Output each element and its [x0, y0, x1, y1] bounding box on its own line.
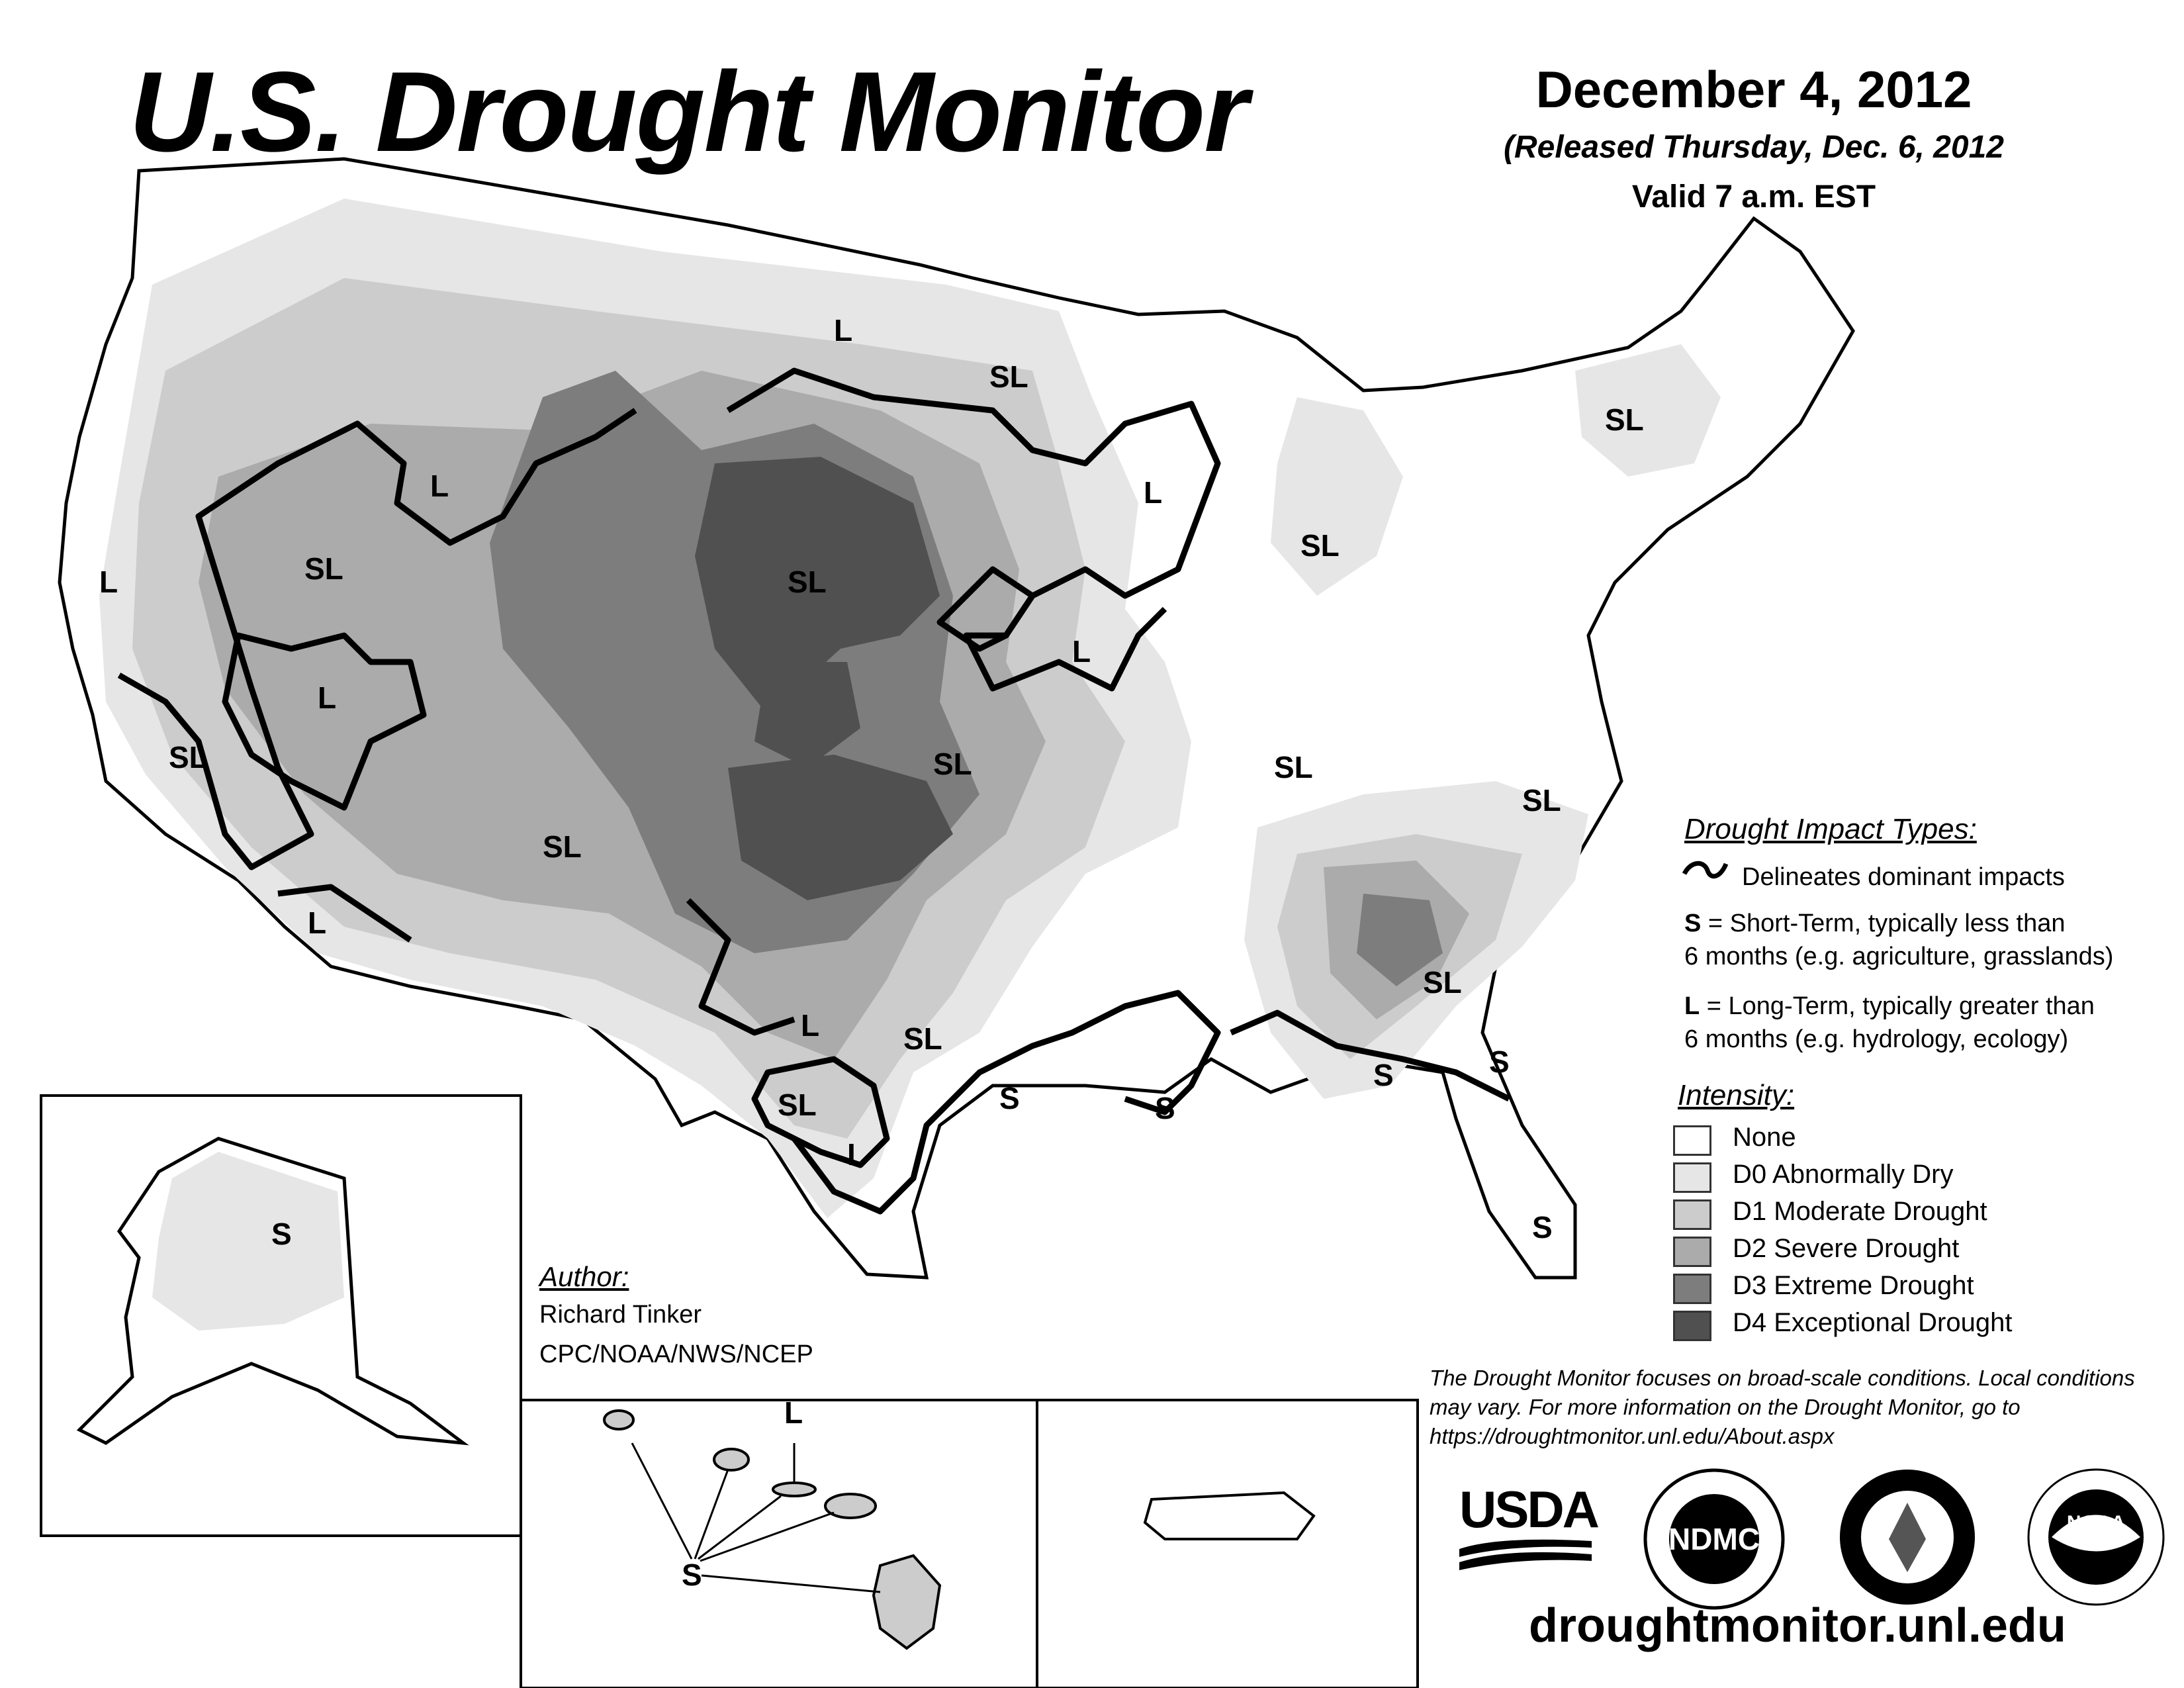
- label-sl-california: SL: [169, 740, 208, 774]
- author-name: Richard Tinker: [539, 1301, 702, 1329]
- doc-seal-icon: [1840, 1470, 1975, 1605]
- label-sl-nebraska: SL: [788, 565, 827, 599]
- intensity-heading: Intensity:: [1678, 1079, 1795, 1111]
- impact-short-term: S = Short-Term, typically less than: [1684, 910, 2066, 937]
- impact-lines: [117, 367, 1511, 1215]
- svg-text:NOAA: NOAA: [2067, 1512, 2125, 1534]
- intensity-label: D4 Exceptional Drought: [1733, 1308, 2013, 1337]
- label-sl-virginia: SL: [1522, 783, 1561, 818]
- label-sl-texas-central: SL: [903, 1021, 942, 1056]
- intensity-swatch: [1673, 1311, 1711, 1341]
- label-s-florida-north: S: [1489, 1045, 1510, 1079]
- intensity-label: D0 Abnormally Dry: [1733, 1160, 1954, 1189]
- label-sl-kansas: SL: [933, 747, 972, 781]
- label-sl-minnesota: SL: [989, 359, 1028, 394]
- map-labels: SL L L L SL L SL SL L SL L L SL SL SL SL…: [99, 313, 1644, 1244]
- intensity-swatch: [1673, 1237, 1711, 1267]
- label-sl-michigan: SL: [1300, 528, 1340, 563]
- valid-time: Valid 7 a.m. EST: [1631, 179, 1876, 214]
- impact-delineates: Delineates dominant impacts: [1742, 863, 2065, 891]
- intensity-label: D2 Severe Drought: [1733, 1234, 1960, 1263]
- usda-logo: USDA: [1459, 1480, 1600, 1538]
- label-l-texas: L: [801, 1008, 819, 1043]
- label-l-wisconsin: L: [1144, 475, 1162, 510]
- label-s-alaska: S: [271, 1217, 292, 1251]
- label-sl-kentucky: SL: [1274, 750, 1313, 784]
- label-s-gulf: S: [1373, 1058, 1394, 1092]
- intensity-label: None: [1733, 1123, 1796, 1152]
- label-s-florida-south: S: [1532, 1210, 1553, 1244]
- label-sl-new-mexico: SL: [543, 829, 582, 864]
- label-l-hawaii: L: [784, 1395, 803, 1430]
- impact-short-term-desc: 6 months (e.g. agriculture, grasslands): [1684, 943, 2114, 970]
- intensity-swatch: [1673, 1199, 1711, 1230]
- website-link[interactable]: droughtmonitor.unl.edu: [1529, 1599, 2066, 1652]
- label-sl-texas-west: SL: [778, 1088, 817, 1122]
- intensity-swatch: [1673, 1125, 1711, 1156]
- label-s-texas-east: S: [999, 1081, 1020, 1115]
- intensity-swatch: [1673, 1274, 1711, 1304]
- intensity-label: D1 Moderate Drought: [1733, 1197, 1987, 1226]
- label-l-nevada: L: [318, 680, 336, 715]
- page-title: U.S. Drought Monitor: [129, 48, 1248, 175]
- label-l-socal: L: [308, 906, 326, 940]
- impact-long-term: L = Long-Term, typically greater than: [1684, 992, 2095, 1020]
- label-l-texas-south: L: [847, 1137, 866, 1172]
- intensity-swatch: [1673, 1162, 1711, 1193]
- map-date: December 4, 2012: [1535, 60, 1972, 118]
- puerto-rico-inset: [1036, 1399, 1419, 1688]
- label-l-oregon: L: [99, 565, 118, 599]
- impact-long-term-desc: 6 months (e.g. hydrology, ecology): [1684, 1025, 2069, 1053]
- label-sl-georgia: SL: [1423, 965, 1462, 1000]
- author-org: CPC/NOAA/NWS/NCEP: [539, 1340, 813, 1368]
- label-sl-great-basin: SL: [304, 551, 343, 586]
- author-heading: Author:: [539, 1261, 629, 1292]
- label-s-hawaii: S: [682, 1558, 702, 1592]
- disclaimer: The Drought Monitor focuses on broad-sca…: [1430, 1366, 2135, 1448]
- impact-types-heading: Drought Impact Types:: [1684, 813, 1977, 845]
- label-s-louisiana: S: [1155, 1091, 1175, 1125]
- usda-hills-icon: [1459, 1539, 1592, 1570]
- intensity-label: D3 Extreme Drought: [1733, 1271, 1974, 1300]
- release-date: (Released Thursday, Dec. 6, 2012: [1504, 130, 2004, 165]
- label-l-iowa: L: [1072, 634, 1091, 669]
- label-l-north-dakota: L: [834, 313, 852, 348]
- svg-text:NDMC: NDMC: [1668, 1522, 1760, 1556]
- noaa-logo: NOAA: [2027, 1468, 2165, 1606]
- label-l-idaho: L: [430, 469, 449, 503]
- ndmc-logo: NDMC: [1643, 1468, 1785, 1610]
- hawaii-inset: [520, 1399, 1038, 1688]
- label-sl-new-york: SL: [1605, 402, 1644, 437]
